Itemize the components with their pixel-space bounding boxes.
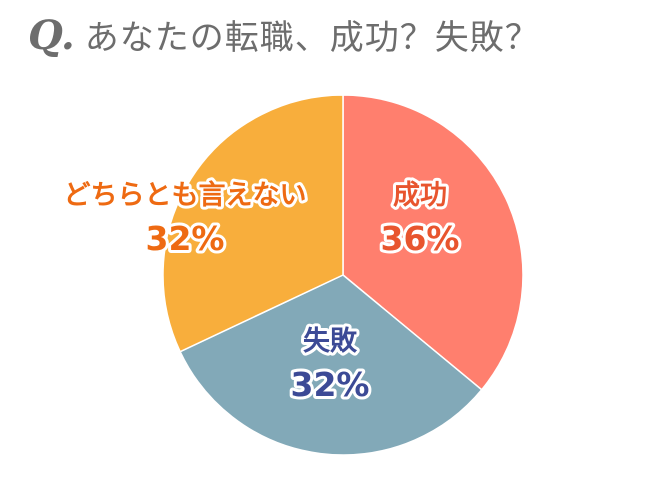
q-mark: Q. — [28, 12, 75, 59]
pie-slice-2 — [179, 274, 483, 456]
slice-value-1: 36% — [381, 219, 460, 258]
slice-value-3: 32% — [146, 219, 225, 258]
slice-value-2: 32% — [291, 365, 370, 404]
pie-slice-3 — [162, 94, 344, 353]
slice-label-2: 失敗 — [303, 326, 358, 357]
slice-label-3: どちらとも言えない — [64, 180, 307, 211]
slice-label-1: 成功 — [393, 180, 447, 211]
pie-slice-1 — [342, 94, 524, 391]
question-title: Q. あなたの転職、成功？失敗？ — [28, 10, 540, 59]
question-text: あなたの転職、成功？失敗？ — [84, 18, 540, 58]
